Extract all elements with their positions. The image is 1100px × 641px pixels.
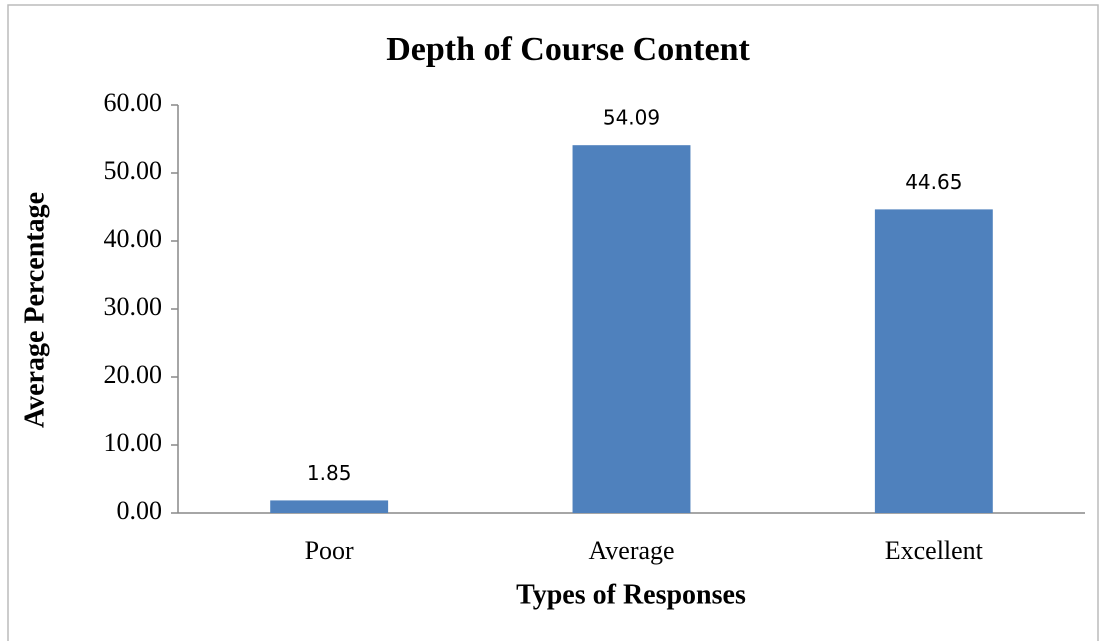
y-tick-label: 10.00	[104, 428, 163, 457]
x-tick-label: Excellent	[885, 536, 984, 565]
x-tick-label: Poor	[305, 536, 354, 565]
data-label: 44.65	[905, 170, 962, 194]
y-axis-title: Average Percentage	[19, 192, 50, 428]
chart-border	[7, 4, 1099, 641]
x-axis-title: Types of Responses	[516, 579, 746, 610]
y-tick-label: 30.00	[104, 292, 163, 321]
chart-title: Depth of Course Content	[386, 31, 750, 68]
bar	[572, 145, 691, 514]
x-tick-label: Average	[588, 536, 674, 565]
y-tick-label: 60.00	[104, 88, 163, 117]
y-tick-label: 0.00	[117, 496, 163, 525]
bar	[270, 500, 389, 513]
y-tick-label: 50.00	[104, 156, 163, 185]
bar	[874, 209, 993, 513]
data-label: 1.85	[307, 461, 352, 485]
y-tick-label: 20.00	[104, 360, 163, 389]
data-label: 54.09	[603, 106, 660, 130]
y-tick-label: 40.00	[104, 224, 163, 253]
